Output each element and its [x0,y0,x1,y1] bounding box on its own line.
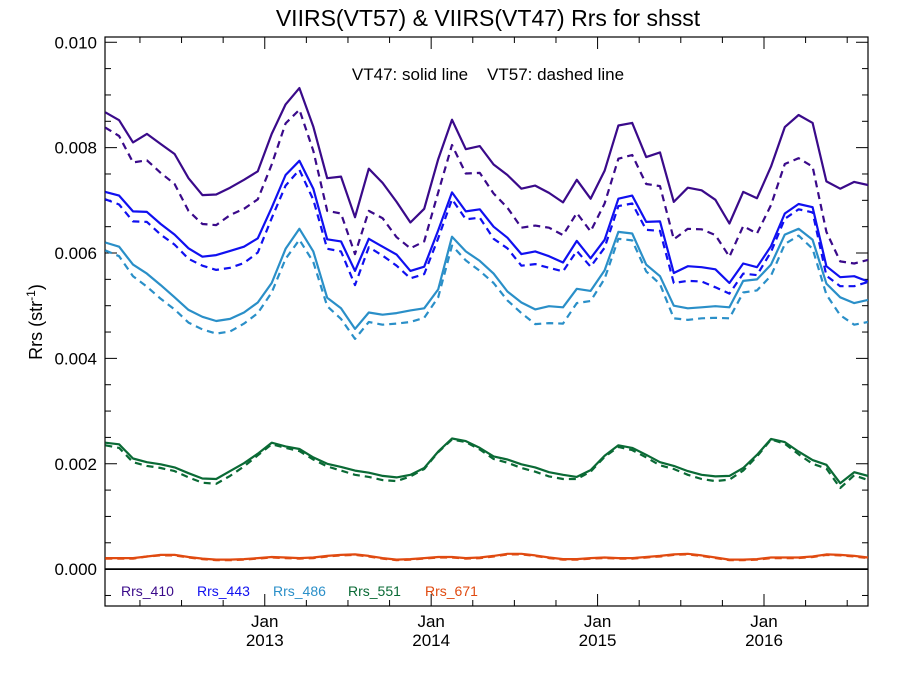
legend-entry-rrs-443: Rrs_443 [197,583,250,599]
series-line-rrs-486-dashed [105,234,868,340]
x-tick-month-label: Jan [750,612,777,631]
series-line-rrs-551-solid [105,437,868,485]
y-tick-label: 0.002 [54,455,97,474]
y-tick-label: 0.000 [54,560,97,579]
y-tick-label: 0.006 [54,244,97,263]
legend-entry-rrs-551: Rrs_551 [348,583,401,599]
series-line-rrs-443-solid [105,159,868,285]
y-axis-label-main: Rrs (str [26,301,46,360]
y-axis-label: Rrs (str-1) [24,284,46,360]
x-tick-year-label: 2013 [246,631,284,650]
x-tick-year-label: 2016 [745,631,783,650]
legend-entry-rrs-410: Rrs_410 [121,583,174,599]
plot-frame [104,36,869,607]
x-tick-year-label: 2014 [412,631,450,650]
series-line-rrs-443-dashed [105,168,868,295]
x-tick-month-label: Jan [417,612,444,631]
x-tick-month-label: Jan [251,612,278,631]
series-line-rrs-410-solid [105,86,868,225]
y-tick-label: 0.010 [54,33,97,52]
x-tick-year-label: 2015 [579,631,617,650]
series-line-rrs-486-solid [105,227,868,330]
line-style-annotation: VT47: solid line VT57: dashed line [352,65,624,84]
plot-area: 0.0000.0020.0040.0060.0080.010Jan2013Jan… [54,33,869,650]
chart-title: VIIRS(VT57) & VIIRS(VT47) Rrs for shsst [276,5,701,31]
legend-entry-rrs-486: Rrs_486 [273,583,326,599]
x-tick-month-label: Jan [584,612,611,631]
series-line-rrs-551-dashed [105,438,868,490]
series-group [105,86,868,562]
y-tick-label: 0.008 [54,139,97,158]
y-axis-label-close: ) [26,284,46,290]
legend-entry-rrs-671: Rrs_671 [425,583,478,599]
series-line-rrs-671-dashed [105,553,868,562]
y-tick-label: 0.004 [54,349,97,368]
y-axis-label-sup: -1 [24,290,38,301]
series-line-rrs-410-dashed [105,108,868,265]
